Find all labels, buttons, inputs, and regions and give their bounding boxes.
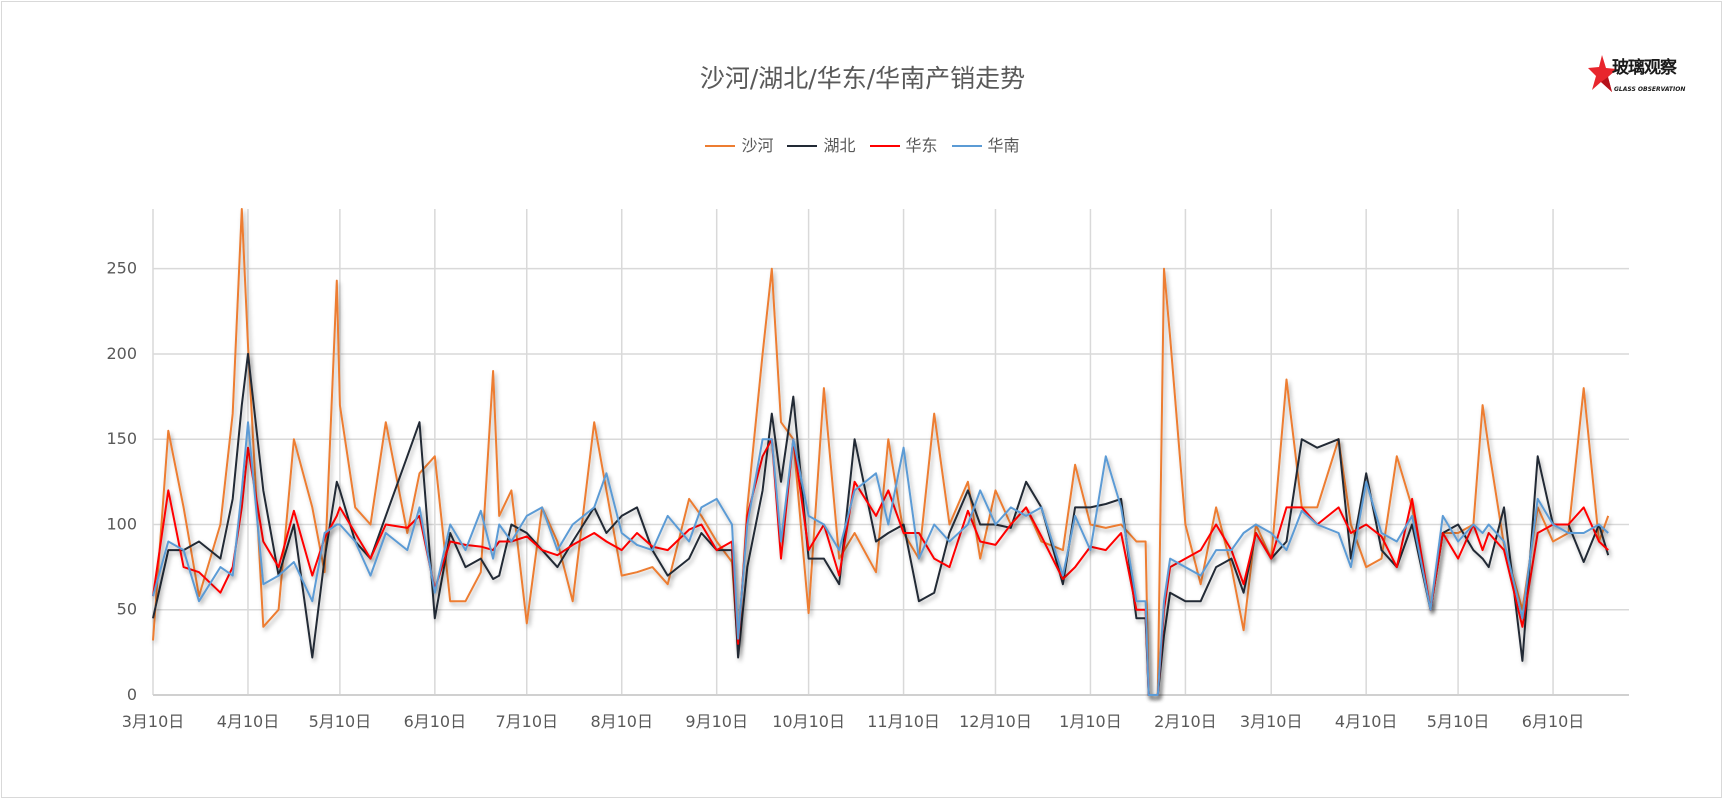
legend-label-huadong: 华东 [905,136,938,155]
legend-label-shahe: 沙河 [741,136,774,155]
y-tick-label: 150 [106,429,137,448]
x-tick-label: 5月10日 [1427,712,1490,731]
y-tick-label: 50 [117,600,137,619]
x-tick-label: 7月10日 [495,712,558,731]
x-tick-label: 6月10日 [404,712,467,731]
legend-label-hubei: 湖北 [823,136,856,155]
x-tick-label: 3月10日 [122,712,185,731]
legend-item-shahe[interactable]: 沙河 [705,136,773,156]
x-tick-label: 11月10日 [867,712,940,731]
y-tick-label: 200 [106,344,137,363]
logo-text-cn: 玻璃观察 [1612,58,1677,78]
x-tick-label: 8月10日 [590,712,653,731]
y-tick-label: 0 [127,685,137,704]
x-tick-label: 4月10日 [217,712,280,731]
x-tick-label: 4月10日 [1335,712,1398,731]
y-tick-label: 250 [106,259,137,278]
x-tick-label: 2月10日 [1154,712,1217,731]
x-tick-label: 5月10日 [309,712,372,731]
legend-item-huadong[interactable]: 华东 [869,136,938,156]
x-tick-label: 3月10日 [1240,712,1303,731]
series-line-huadong [152,438,1609,696]
series-group [152,208,1610,696]
legend-swatch-hubei [787,145,818,147]
legend-item-huanan[interactable]: 华南 [951,136,1020,156]
legend-label-huanan: 华南 [987,136,1020,155]
legend-swatch-huadong [869,145,900,147]
chart-title: 沙河/湖北/华东/华南产销走势 [699,64,1026,93]
y-tick-label: 100 [106,514,137,533]
x-tick-label: 9月10日 [685,712,748,731]
x-tick-label: 12月10日 [959,712,1032,731]
x-tick-label: 6月10日 [1522,712,1585,731]
x-tick-label: 1月10日 [1059,712,1122,731]
legend-swatch-shahe [705,145,736,147]
red-star-icon [1588,55,1617,92]
axes: 0 50 100 150 200 250 3月10日 4月10日 5月10日 6月10日 7月10日… [106,259,1629,731]
logo-text-en: GLASS OBSERVATION [1614,86,1686,93]
legend: 沙河 湖北 华东 华南 [0,136,1725,156]
glass-observation-logo: 玻璃观察 GLASS OBSERVATION [1588,52,1708,104]
series-line-hubei [152,352,1610,696]
series-line-shahe [152,208,1610,696]
x-tick-label: 10月10日 [772,712,845,731]
series-line-huanan [152,421,1609,696]
legend-swatch-huanan [951,145,982,147]
legend-item-hubei[interactable]: 湖北 [787,136,856,156]
